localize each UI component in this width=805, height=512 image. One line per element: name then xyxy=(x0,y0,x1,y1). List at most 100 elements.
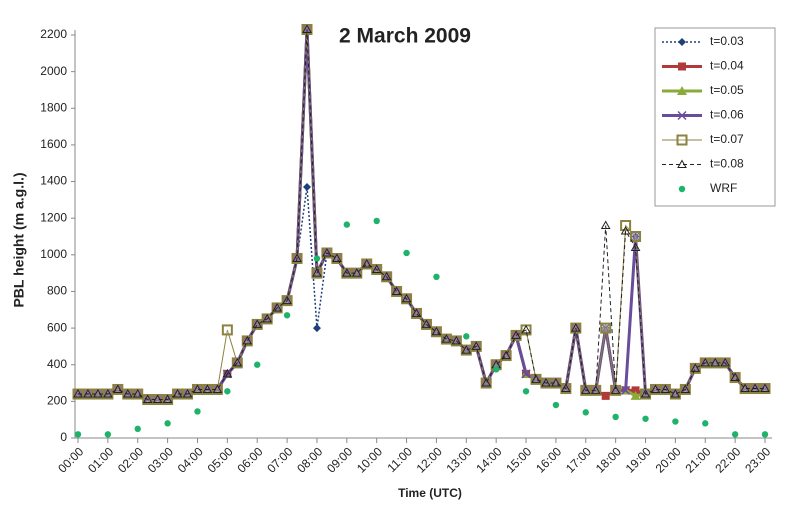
data-point xyxy=(401,293,412,303)
data-point xyxy=(561,383,571,393)
legend-marker xyxy=(677,86,687,95)
data-point xyxy=(83,389,93,398)
y-tick-label: 1600 xyxy=(40,137,67,151)
data-point xyxy=(541,378,551,387)
data-point xyxy=(630,242,641,251)
data-point xyxy=(302,24,312,34)
data-point xyxy=(322,247,332,257)
data-point xyxy=(272,302,282,312)
data-point xyxy=(232,357,243,367)
data-point xyxy=(580,385,591,394)
legend-label: t=0.04 xyxy=(710,59,744,73)
legend-marker xyxy=(677,159,687,168)
data-point xyxy=(670,389,681,398)
data-point xyxy=(471,341,482,350)
series-line xyxy=(78,29,765,401)
data-point xyxy=(351,268,362,277)
data-point xyxy=(172,389,183,398)
data-point xyxy=(690,363,701,372)
data-point xyxy=(702,420,709,427)
data-point xyxy=(630,231,642,242)
legend-marker xyxy=(678,38,686,46)
data-point xyxy=(570,323,581,332)
data-point xyxy=(212,384,223,393)
data-point xyxy=(463,333,470,340)
y-tick-label: 1400 xyxy=(40,174,67,188)
y-tick-label: 1800 xyxy=(40,100,67,114)
data-point xyxy=(720,357,731,367)
data-point xyxy=(551,378,561,387)
y-tick-label: 2000 xyxy=(40,64,67,78)
data-point xyxy=(242,335,253,345)
data-point xyxy=(312,324,321,333)
data-point xyxy=(221,324,233,336)
data-point xyxy=(164,420,171,427)
legend-marker xyxy=(677,110,687,121)
y-tick-label: 200 xyxy=(47,394,67,408)
data-point xyxy=(600,220,611,230)
y-axis-label: PBL height (m a.g.l.) xyxy=(11,172,27,307)
data-point xyxy=(492,366,500,373)
data-point xyxy=(194,408,201,415)
data-point xyxy=(630,390,641,400)
data-point xyxy=(501,350,511,360)
data-point xyxy=(522,388,530,395)
data-point xyxy=(582,409,589,416)
legend-label: t=0.06 xyxy=(710,108,744,122)
chart-title: 2 March 2009 xyxy=(339,25,471,48)
data-point xyxy=(590,385,601,394)
data-point xyxy=(254,361,261,368)
legend-label: WRF xyxy=(710,181,737,195)
y-tick-label: 800 xyxy=(47,284,67,298)
data-point xyxy=(620,225,631,235)
data-point xyxy=(182,389,193,398)
data-point xyxy=(631,386,640,395)
data-point xyxy=(373,217,380,225)
y-tick-label: 400 xyxy=(47,357,67,371)
data-point xyxy=(74,431,82,438)
data-point xyxy=(521,324,531,334)
data-point xyxy=(433,273,440,280)
data-point xyxy=(761,431,769,438)
data-point xyxy=(381,271,392,281)
data-point xyxy=(740,383,750,393)
data-point xyxy=(680,384,691,393)
data-point xyxy=(313,255,321,262)
data-point xyxy=(760,383,770,393)
data-point xyxy=(132,389,143,398)
data-point xyxy=(93,389,103,398)
data-point xyxy=(531,374,541,383)
data-point xyxy=(451,335,462,345)
data-point xyxy=(222,368,233,378)
data-point xyxy=(252,319,263,328)
data-point xyxy=(660,384,671,393)
data-point xyxy=(411,308,422,317)
y-tick-label: 1200 xyxy=(40,210,67,224)
data-point xyxy=(112,384,123,393)
data-point xyxy=(552,401,560,409)
data-point xyxy=(104,431,112,438)
legend-label: t=0.05 xyxy=(710,83,744,97)
data-point xyxy=(361,258,372,268)
legend-marker xyxy=(678,185,686,193)
legend-marker xyxy=(676,134,688,146)
data-point xyxy=(391,286,402,295)
legend-marker xyxy=(678,62,686,71)
data-point xyxy=(103,389,113,398)
data-point xyxy=(600,322,612,334)
y-tick-label: 600 xyxy=(47,320,67,334)
data-point xyxy=(303,183,311,192)
y-tick-label: 1000 xyxy=(40,247,67,261)
data-point xyxy=(731,431,739,438)
data-point xyxy=(640,389,651,398)
data-point xyxy=(650,384,661,393)
data-point xyxy=(750,383,760,393)
data-point xyxy=(142,394,153,404)
data-point xyxy=(283,312,291,319)
data-point xyxy=(262,313,273,323)
data-point xyxy=(282,295,292,305)
y-tick-label: 0 xyxy=(60,430,67,444)
data-point xyxy=(511,330,521,339)
data-point xyxy=(642,415,649,422)
